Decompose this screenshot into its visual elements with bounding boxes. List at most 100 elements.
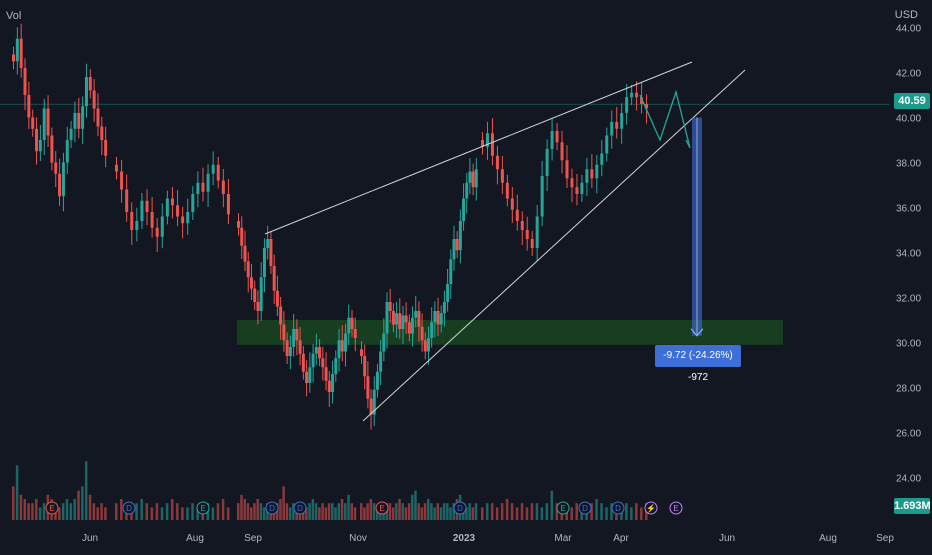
volume-bar [58,507,61,520]
volume-bar [104,507,107,520]
candle-body [237,221,240,228]
candle-body [625,97,629,113]
candle-body [640,97,644,104]
volume-bar [417,503,420,520]
candle-body [155,227,159,237]
last-price-badge: 40.59 [894,93,930,109]
candle-body [269,239,273,266]
candle-body [505,182,509,199]
volume-bar [305,507,308,520]
volume-bar [288,507,292,520]
volume-bar [520,503,524,520]
volume-bar [35,499,38,520]
x-tick-label: 2023 [453,533,476,544]
candle-body [550,131,554,149]
y-tick-label: 36.00 [896,204,921,215]
volume-bar [540,507,544,520]
candle-body [327,380,331,392]
candle-body [401,315,405,329]
candle-body [350,317,354,329]
x-tick-label: Jun [82,533,98,544]
volume-bar [279,499,282,520]
candle-body [442,302,446,314]
volume-bar [243,499,246,520]
volume-bar [436,503,440,520]
candle-body [545,149,549,176]
candle-body [256,302,260,311]
y-tick-label: 28.00 [896,384,921,395]
volume-bar [31,503,34,520]
candle-body [321,358,325,368]
volume-bar [237,503,240,520]
x-tick-label: Jun [719,533,735,544]
candle-body [344,333,348,352]
volume-bar [360,503,363,520]
candle-body [253,288,257,302]
volume-bar [92,503,96,520]
candle-body [262,248,266,278]
candle-body [176,205,180,217]
candle-body [191,194,195,212]
volume-bar [595,499,598,520]
candle-body [181,216,185,224]
candle-body [395,313,399,325]
volume-badge: 1.693M [894,498,931,514]
candle-body [388,302,392,311]
volume-bar [353,507,357,520]
volume-bar [430,503,433,520]
volume-bar [442,503,446,520]
candle-body [46,108,50,136]
candle-body [318,347,322,359]
y-tick-label: 42.00 [896,69,921,80]
candle-body [449,259,453,284]
volume-bar [334,507,337,520]
candle-body [375,371,379,390]
event-icon [293,501,307,515]
candle-body [35,128,39,152]
event-icon [644,501,658,515]
volume-bar [391,507,395,520]
candle-body [490,133,494,156]
volume-bar [69,503,73,520]
candle-body [73,113,77,129]
candle-body [298,340,302,354]
candle-body [23,68,27,95]
volume-bar [318,507,321,520]
volume-bar [570,507,573,520]
volume-bar [481,507,484,520]
candle-body [243,245,247,262]
volume-bar [191,503,194,520]
volume-bar [226,507,230,520]
volume-bar [510,503,514,520]
volume-bar [216,503,220,520]
candle-body [360,349,363,356]
y-tick-label: 38.00 [896,159,921,170]
volume-bar [246,503,250,520]
event-icon [453,501,467,515]
candle-body [92,90,96,109]
volume-bar [465,507,468,520]
volume-bar [65,499,69,520]
wedge-lower-line [362,69,746,422]
candle-body [590,169,594,179]
candle-body [369,398,373,415]
volume-bar [590,503,593,520]
candle-body [585,169,589,183]
wedge-upper-line [264,61,693,235]
volume-bar [411,494,414,520]
volume-bar [38,507,42,520]
volume-bar [170,499,174,520]
candle-body [120,171,124,190]
event-icon-label: D [582,504,588,513]
candle-body [42,108,46,140]
volume-bar [344,503,347,520]
candle-body [19,38,23,68]
event-icon-label: E [49,504,54,513]
volume-bar [314,503,318,520]
candle-body [96,108,100,127]
volume-bar [369,499,373,520]
candle-body [530,239,534,248]
volume-bar [630,507,633,520]
